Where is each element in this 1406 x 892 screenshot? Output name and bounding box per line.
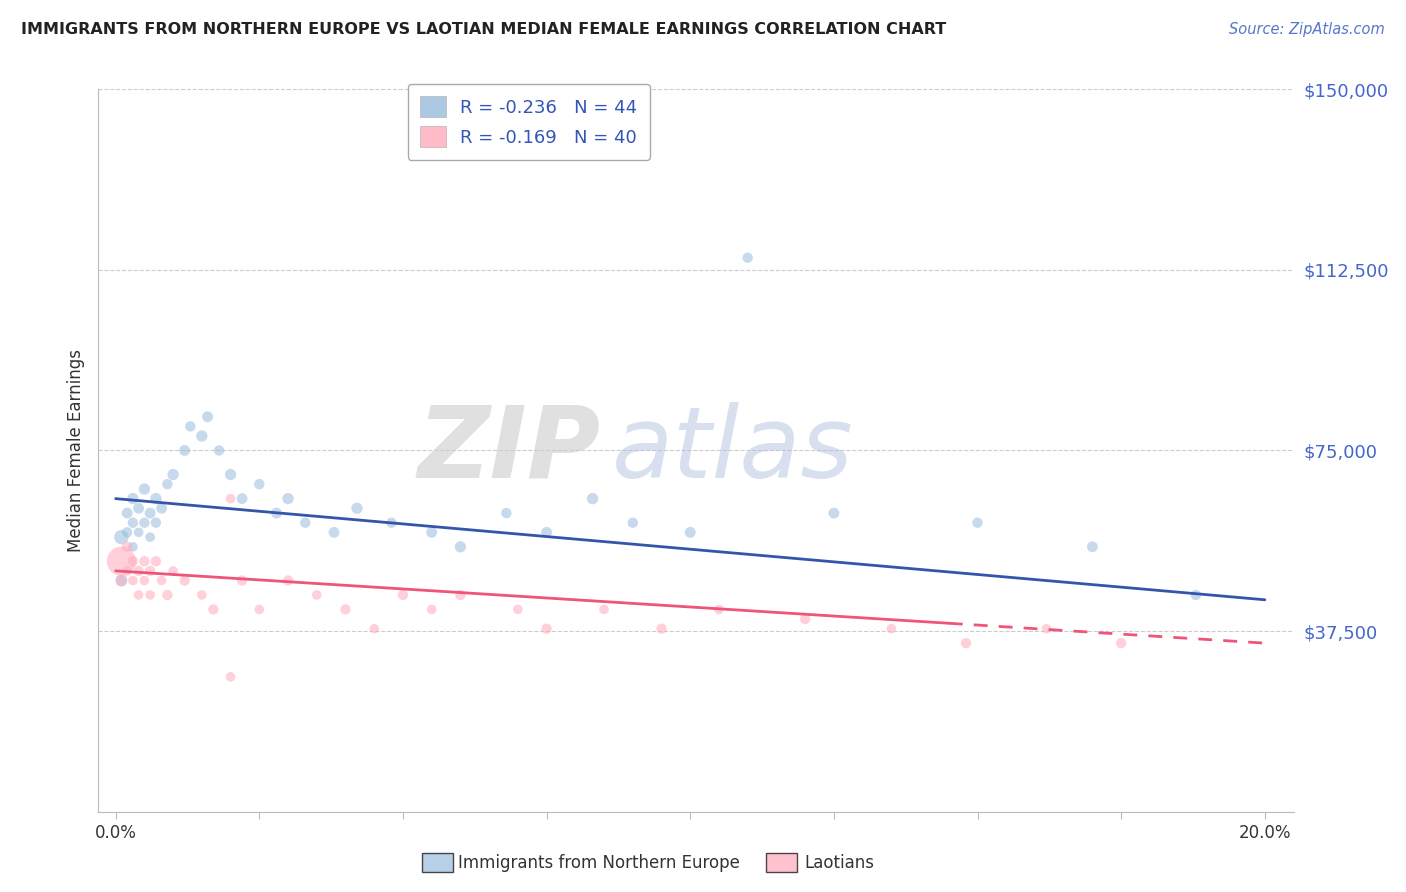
Point [173, 443, 195, 458]
Point [823, 506, 845, 520]
Point [277, 491, 299, 506]
Point [231, 491, 253, 506]
Point [219, 670, 242, 684]
Text: Immigrants from Northern Europe: Immigrants from Northern Europe [458, 854, 740, 871]
Point [134, 554, 156, 568]
Point [536, 525, 558, 540]
Point [128, 588, 150, 602]
Point [231, 574, 253, 588]
Point [247, 602, 270, 616]
Text: ZIP: ZIP [418, 402, 600, 499]
Point [449, 540, 471, 554]
Point [305, 588, 328, 602]
Point [115, 564, 138, 578]
Point [134, 574, 156, 588]
Point [134, 482, 156, 496]
Point [191, 429, 214, 443]
Point [134, 516, 156, 530]
Point [449, 588, 471, 602]
Point [1109, 636, 1132, 650]
Point [794, 612, 817, 626]
Point [420, 602, 443, 616]
Point [115, 525, 138, 540]
Point [139, 564, 162, 578]
Point [162, 564, 184, 578]
Point [650, 622, 672, 636]
Point [122, 554, 145, 568]
Point [294, 516, 316, 530]
Point [156, 477, 179, 491]
Point [247, 477, 270, 491]
Point [880, 622, 903, 636]
Point [162, 467, 184, 482]
Point [1081, 540, 1104, 554]
Point [145, 491, 167, 506]
Point [128, 501, 150, 516]
Point [219, 491, 242, 506]
Point [150, 501, 173, 516]
Legend: R = -0.236   N = 44, R = -0.169   N = 40: R = -0.236 N = 44, R = -0.169 N = 40 [408, 84, 650, 160]
Point [179, 419, 201, 434]
Point [150, 574, 173, 588]
Y-axis label: Median Female Earnings: Median Female Earnings [66, 349, 84, 552]
Point [145, 554, 167, 568]
Text: atlas: atlas [613, 402, 853, 499]
Point [737, 251, 759, 265]
Point [122, 516, 145, 530]
Point [115, 506, 138, 520]
Point [346, 501, 368, 516]
Point [495, 506, 517, 520]
Point [380, 516, 402, 530]
Point [593, 602, 616, 616]
Point [145, 516, 167, 530]
Text: Source: ZipAtlas.com: Source: ZipAtlas.com [1229, 22, 1385, 37]
Point [122, 491, 145, 506]
Point [621, 516, 644, 530]
Text: IMMIGRANTS FROM NORTHERN EUROPE VS LAOTIAN MEDIAN FEMALE EARNINGS CORRELATION CH: IMMIGRANTS FROM NORTHERN EUROPE VS LAOTI… [21, 22, 946, 37]
Point [335, 602, 357, 616]
Point [139, 588, 162, 602]
Point [197, 409, 219, 424]
Point [110, 554, 132, 568]
Point [392, 588, 415, 602]
Point [139, 530, 162, 544]
Point [363, 622, 385, 636]
Point [191, 588, 214, 602]
Point [110, 574, 132, 588]
Point [536, 622, 558, 636]
Point [139, 506, 162, 520]
Point [1185, 588, 1208, 602]
Point [277, 574, 299, 588]
Point [1035, 622, 1057, 636]
Point [156, 588, 179, 602]
Point [219, 467, 242, 482]
Point [208, 443, 231, 458]
Point [128, 564, 150, 578]
Point [128, 525, 150, 540]
Point [966, 516, 988, 530]
Point [581, 491, 603, 506]
Point [323, 525, 346, 540]
Point [955, 636, 977, 650]
Point [266, 506, 288, 520]
Point [122, 540, 145, 554]
Point [122, 574, 145, 588]
Point [110, 530, 132, 544]
Point [115, 540, 138, 554]
Text: Laotians: Laotians [804, 854, 875, 871]
Point [679, 525, 702, 540]
Point [707, 602, 730, 616]
Point [506, 602, 529, 616]
Point [202, 602, 225, 616]
Point [173, 574, 195, 588]
Point [110, 574, 132, 588]
Point [420, 525, 443, 540]
